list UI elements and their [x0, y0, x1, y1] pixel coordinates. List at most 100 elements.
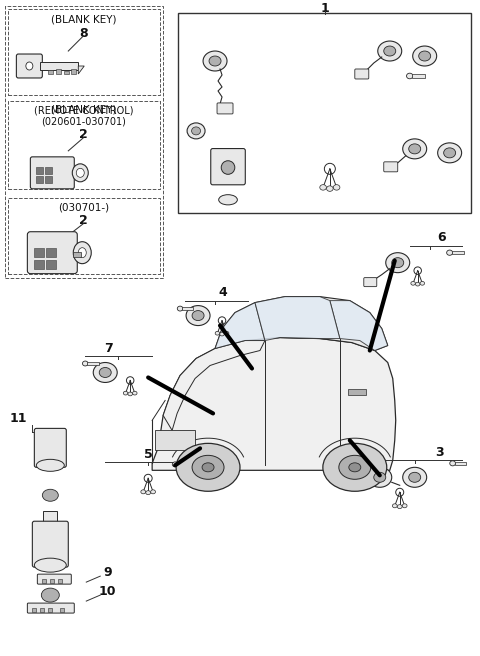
Ellipse shape: [447, 250, 453, 255]
Ellipse shape: [76, 169, 84, 177]
Ellipse shape: [186, 306, 210, 325]
Ellipse shape: [73, 241, 91, 264]
Bar: [8, 197, 160, 274]
Ellipse shape: [192, 310, 204, 321]
Ellipse shape: [151, 490, 156, 494]
Bar: [8, 101, 160, 189]
FancyBboxPatch shape: [27, 232, 77, 274]
Ellipse shape: [407, 73, 413, 79]
Bar: [35, 260, 44, 269]
Ellipse shape: [192, 455, 224, 480]
Ellipse shape: [444, 148, 456, 158]
Ellipse shape: [132, 391, 137, 395]
Ellipse shape: [403, 467, 427, 487]
Polygon shape: [255, 297, 340, 340]
Text: 1: 1: [321, 1, 329, 14]
Ellipse shape: [392, 258, 404, 268]
Ellipse shape: [177, 306, 183, 311]
Text: (020601-030701): (020601-030701): [41, 117, 126, 127]
Bar: [35, 248, 44, 256]
Ellipse shape: [403, 139, 427, 159]
Ellipse shape: [209, 56, 221, 66]
Text: 3: 3: [435, 446, 444, 459]
Ellipse shape: [192, 127, 201, 135]
Text: 2: 2: [79, 215, 88, 227]
Bar: [50, 579, 54, 583]
Text: 10: 10: [98, 584, 116, 598]
Ellipse shape: [141, 490, 145, 494]
Ellipse shape: [176, 443, 240, 491]
Ellipse shape: [221, 161, 235, 174]
Text: 2: 2: [79, 129, 88, 142]
FancyBboxPatch shape: [217, 103, 233, 114]
Ellipse shape: [450, 461, 456, 466]
Ellipse shape: [386, 253, 410, 273]
Ellipse shape: [202, 463, 214, 472]
Ellipse shape: [320, 184, 326, 190]
Text: 8: 8: [79, 26, 87, 39]
Bar: [42, 579, 47, 583]
Ellipse shape: [378, 41, 402, 61]
Ellipse shape: [368, 467, 392, 487]
Bar: [348, 390, 366, 396]
FancyBboxPatch shape: [364, 277, 377, 287]
Bar: [178, 13, 470, 213]
Ellipse shape: [26, 62, 33, 70]
Ellipse shape: [83, 361, 88, 366]
Ellipse shape: [172, 462, 178, 467]
Text: 5: 5: [144, 448, 153, 461]
Bar: [36, 167, 43, 174]
FancyBboxPatch shape: [37, 574, 72, 584]
Ellipse shape: [384, 46, 396, 56]
FancyBboxPatch shape: [35, 428, 66, 467]
Bar: [32, 608, 36, 612]
Bar: [48, 70, 53, 74]
Bar: [182, 307, 193, 310]
Polygon shape: [215, 297, 388, 350]
FancyBboxPatch shape: [355, 69, 369, 79]
Bar: [8, 9, 160, 95]
Bar: [40, 608, 44, 612]
Ellipse shape: [411, 281, 415, 285]
Bar: [56, 69, 61, 74]
Bar: [72, 69, 76, 74]
Bar: [45, 167, 52, 174]
FancyBboxPatch shape: [384, 162, 398, 172]
Bar: [43, 511, 57, 533]
Ellipse shape: [349, 463, 361, 472]
Text: (REMOTE CONTROL): (REMOTE CONTROL): [34, 106, 133, 116]
Bar: [87, 362, 98, 365]
Ellipse shape: [42, 489, 58, 501]
FancyBboxPatch shape: [27, 603, 74, 613]
Bar: [45, 176, 52, 183]
Ellipse shape: [402, 504, 407, 508]
Text: 9: 9: [103, 565, 111, 579]
Ellipse shape: [203, 51, 227, 71]
FancyBboxPatch shape: [16, 54, 42, 78]
Text: 11: 11: [10, 412, 27, 425]
Bar: [412, 74, 425, 77]
Polygon shape: [152, 338, 396, 470]
Ellipse shape: [408, 472, 420, 482]
Ellipse shape: [408, 144, 420, 154]
Bar: [47, 248, 56, 256]
Ellipse shape: [333, 184, 340, 190]
Ellipse shape: [123, 391, 128, 395]
Bar: [64, 71, 69, 74]
Ellipse shape: [339, 455, 371, 480]
Ellipse shape: [72, 164, 88, 182]
Ellipse shape: [420, 281, 424, 285]
Ellipse shape: [187, 123, 205, 139]
FancyBboxPatch shape: [30, 157, 74, 189]
FancyBboxPatch shape: [32, 522, 68, 567]
Bar: [47, 260, 56, 269]
Ellipse shape: [438, 143, 462, 163]
Text: (BLANK KEY): (BLANK KEY): [50, 105, 116, 115]
Bar: [155, 430, 195, 451]
Bar: [48, 608, 52, 612]
Ellipse shape: [326, 186, 333, 192]
Text: 4: 4: [219, 286, 228, 299]
Text: 7: 7: [104, 342, 113, 355]
Bar: [36, 176, 43, 183]
Text: 6: 6: [437, 231, 446, 244]
